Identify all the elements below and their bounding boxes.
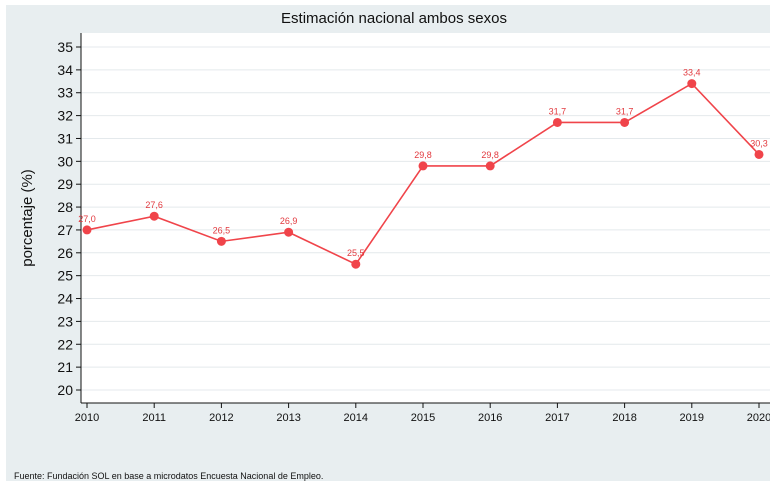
chart-title: Estimación nacional ambos sexos	[281, 10, 507, 27]
x-tick-label: 2016	[478, 412, 502, 424]
y-tick-label: 35	[57, 39, 73, 55]
plot-area	[81, 33, 770, 403]
y-tick-label: 32	[57, 108, 73, 124]
y-axis-ticks: 20 21 22 23 24 25 26 27 28 29 30 31 32 33 34 35	[57, 39, 81, 398]
grid-lines	[81, 46, 770, 391]
data-label: 26,5	[213, 225, 231, 235]
data-label: 33,4	[683, 68, 701, 78]
y-tick-label: 21	[57, 359, 73, 375]
y-tick-label: 34	[57, 62, 73, 78]
y-tick-label: 30	[57, 153, 73, 169]
chart-svg: Estimación nacional ambos sexos 20 21 22 23…	[19, 10, 770, 424]
series-line	[82, 79, 764, 269]
y-tick-label: 29	[57, 176, 73, 192]
data-point	[149, 211, 159, 221]
source-note: Fuente: Fundación SOL en base a microdat…	[14, 471, 324, 481]
y-tick-label: 26	[57, 245, 73, 261]
data-point	[418, 161, 428, 171]
x-tick-label: 2011	[142, 412, 166, 424]
x-tick-label: 2014	[344, 412, 368, 424]
data-point	[82, 225, 92, 235]
axes	[80, 33, 770, 404]
data-point	[552, 117, 562, 127]
y-tick-label: 23	[57, 313, 73, 329]
x-tick-label: 2010	[75, 412, 99, 424]
data-point	[284, 227, 294, 237]
x-tick-label: 2018	[612, 412, 636, 424]
y-tick-label: 33	[57, 85, 73, 101]
data-point	[216, 236, 226, 246]
x-tick-label: 2017	[545, 412, 569, 424]
data-point	[620, 117, 630, 127]
data-labels: 27,0 27,6 26,5 26,9 25,5 29,8 29,8 31,7 31,7 33,4…	[78, 68, 768, 259]
data-point	[351, 259, 361, 269]
x-tick-label: 2015	[411, 412, 435, 424]
data-label: 31,7	[616, 106, 634, 116]
y-tick-label: 25	[57, 268, 73, 284]
data-point	[754, 149, 764, 159]
data-point	[485, 161, 495, 171]
data-label: 29,8	[414, 150, 432, 160]
data-label: 30,3	[750, 138, 768, 148]
y-axis-title: porcentaje (%)	[19, 169, 36, 267]
y-tick-label: 28	[57, 199, 73, 215]
y-tick-label: 22	[57, 336, 73, 352]
data-label: 25,5	[347, 248, 365, 258]
y-tick-label: 24	[57, 291, 73, 307]
y-tick-label: 27	[57, 222, 73, 238]
data-point	[687, 79, 697, 89]
data-label: 27,6	[145, 200, 163, 210]
x-tick-label: 2020	[747, 412, 770, 424]
chart-figure: Estimación nacional ambos sexos 20 21 22 23…	[6, 5, 770, 481]
y-tick-label: 20	[57, 382, 73, 398]
x-axis-ticks: 2010 2011 2012 2013 2014 2015 2016 2017 2018 2019…	[75, 403, 770, 424]
x-tick-label: 2013	[276, 412, 300, 424]
data-label: 26,9	[280, 216, 298, 226]
y-tick-label: 31	[57, 130, 73, 146]
x-tick-label: 2019	[680, 412, 704, 424]
x-tick-label: 2012	[209, 412, 233, 424]
data-label: 29,8	[481, 150, 499, 160]
data-label: 31,7	[549, 106, 567, 116]
data-label: 27,0	[78, 214, 96, 224]
